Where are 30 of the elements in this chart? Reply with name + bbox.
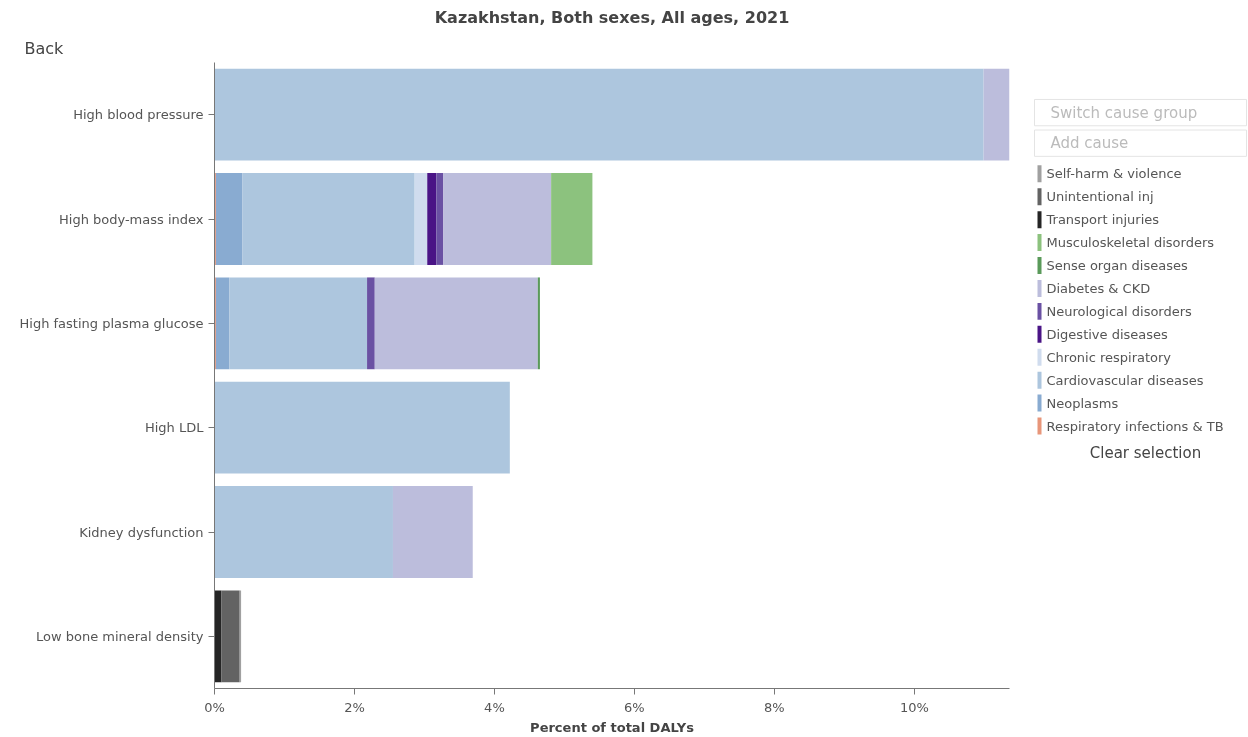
- text: Switch cause group: [1050, 103, 1198, 122]
- y-tick-label: Low bone mineral density: [35, 628, 204, 644]
- legend-label: Neurological disorders: [1046, 303, 1193, 319]
- y-tick-label: Kidney dysfunction: [79, 524, 204, 540]
- x-tick-label: 10%: [899, 699, 929, 715]
- legend-label: Chronic respiratory: [1046, 349, 1172, 365]
- x-tick-label: 0%: [204, 699, 225, 715]
- x-axis-title: Percent of total DALYs: [530, 719, 695, 735]
- legend-label: Transport injuries: [1045, 212, 1160, 228]
- legend-label: Unintentional inj: [1046, 189, 1154, 205]
- y-tick-label: High body-mass index: [59, 211, 204, 227]
- text: Back: [24, 38, 65, 58]
- legend-label: Musculoskeletal disorders: [1046, 235, 1215, 251]
- legend-label: Sense organ diseases: [1046, 258, 1188, 273]
- chart-title: Kazakhstan, Both sexes, All ages, 2021: [434, 7, 790, 27]
- text: Add cause: [1050, 134, 1129, 153]
- legend-label: Cardiovascular diseases: [1046, 372, 1204, 388]
- legend-label: Digestive diseases: [1046, 326, 1169, 342]
- legend-label: Diabetes & CKD: [1046, 280, 1151, 296]
- y-tick-label: High blood pressure: [73, 107, 204, 123]
- y-tick-label: High LDL: [144, 420, 205, 436]
- x-tick-label: 8%: [764, 699, 785, 715]
- legend-label: Neoplasms: [1046, 395, 1119, 411]
- x-tick-label: 6%: [624, 699, 645, 715]
- text: Clear selection: [1089, 444, 1202, 463]
- legend-label: Respiratory infections & TB: [1046, 418, 1224, 434]
- x-tick-label: 2%: [344, 699, 365, 715]
- x-tick-label: 4%: [484, 699, 505, 715]
- y-tick-label: High fasting plasma glucose: [19, 315, 204, 331]
- legend-label: Self-harm & violence: [1046, 166, 1182, 182]
